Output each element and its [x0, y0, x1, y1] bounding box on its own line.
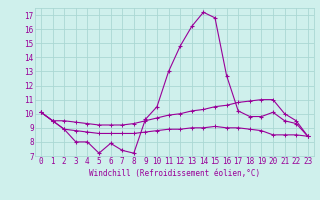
X-axis label: Windchill (Refroidissement éolien,°C): Windchill (Refroidissement éolien,°C): [89, 169, 260, 178]
